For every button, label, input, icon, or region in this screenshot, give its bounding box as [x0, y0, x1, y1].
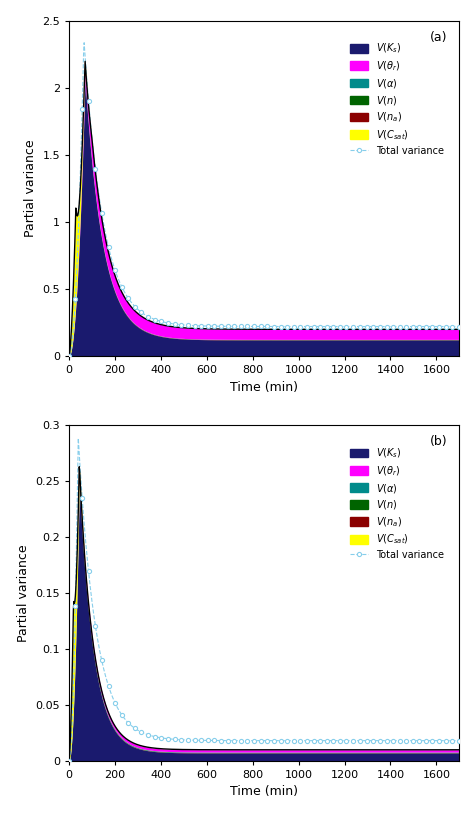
X-axis label: Time (min): Time (min): [230, 786, 298, 799]
X-axis label: Time (min): Time (min): [230, 381, 298, 394]
Text: (a): (a): [430, 31, 447, 44]
Legend: $V(K_s)$, $V(\theta_r)$, $V(\alpha)$, $V(n)$, $V(n_a)$, $V(C_{sat})$, Total vari: $V(K_s)$, $V(\theta_r)$, $V(\alpha)$, $V…: [347, 443, 446, 563]
Y-axis label: Partial variance: Partial variance: [17, 544, 30, 642]
Text: (b): (b): [430, 435, 447, 448]
Legend: $V(K_s)$, $V(\theta_r)$, $V(\alpha)$, $V(n)$, $V(n_a)$, $V(C_{sat})$, Total vari: $V(K_s)$, $V(\theta_r)$, $V(\alpha)$, $V…: [347, 39, 446, 158]
Y-axis label: Partial variance: Partial variance: [24, 139, 37, 237]
